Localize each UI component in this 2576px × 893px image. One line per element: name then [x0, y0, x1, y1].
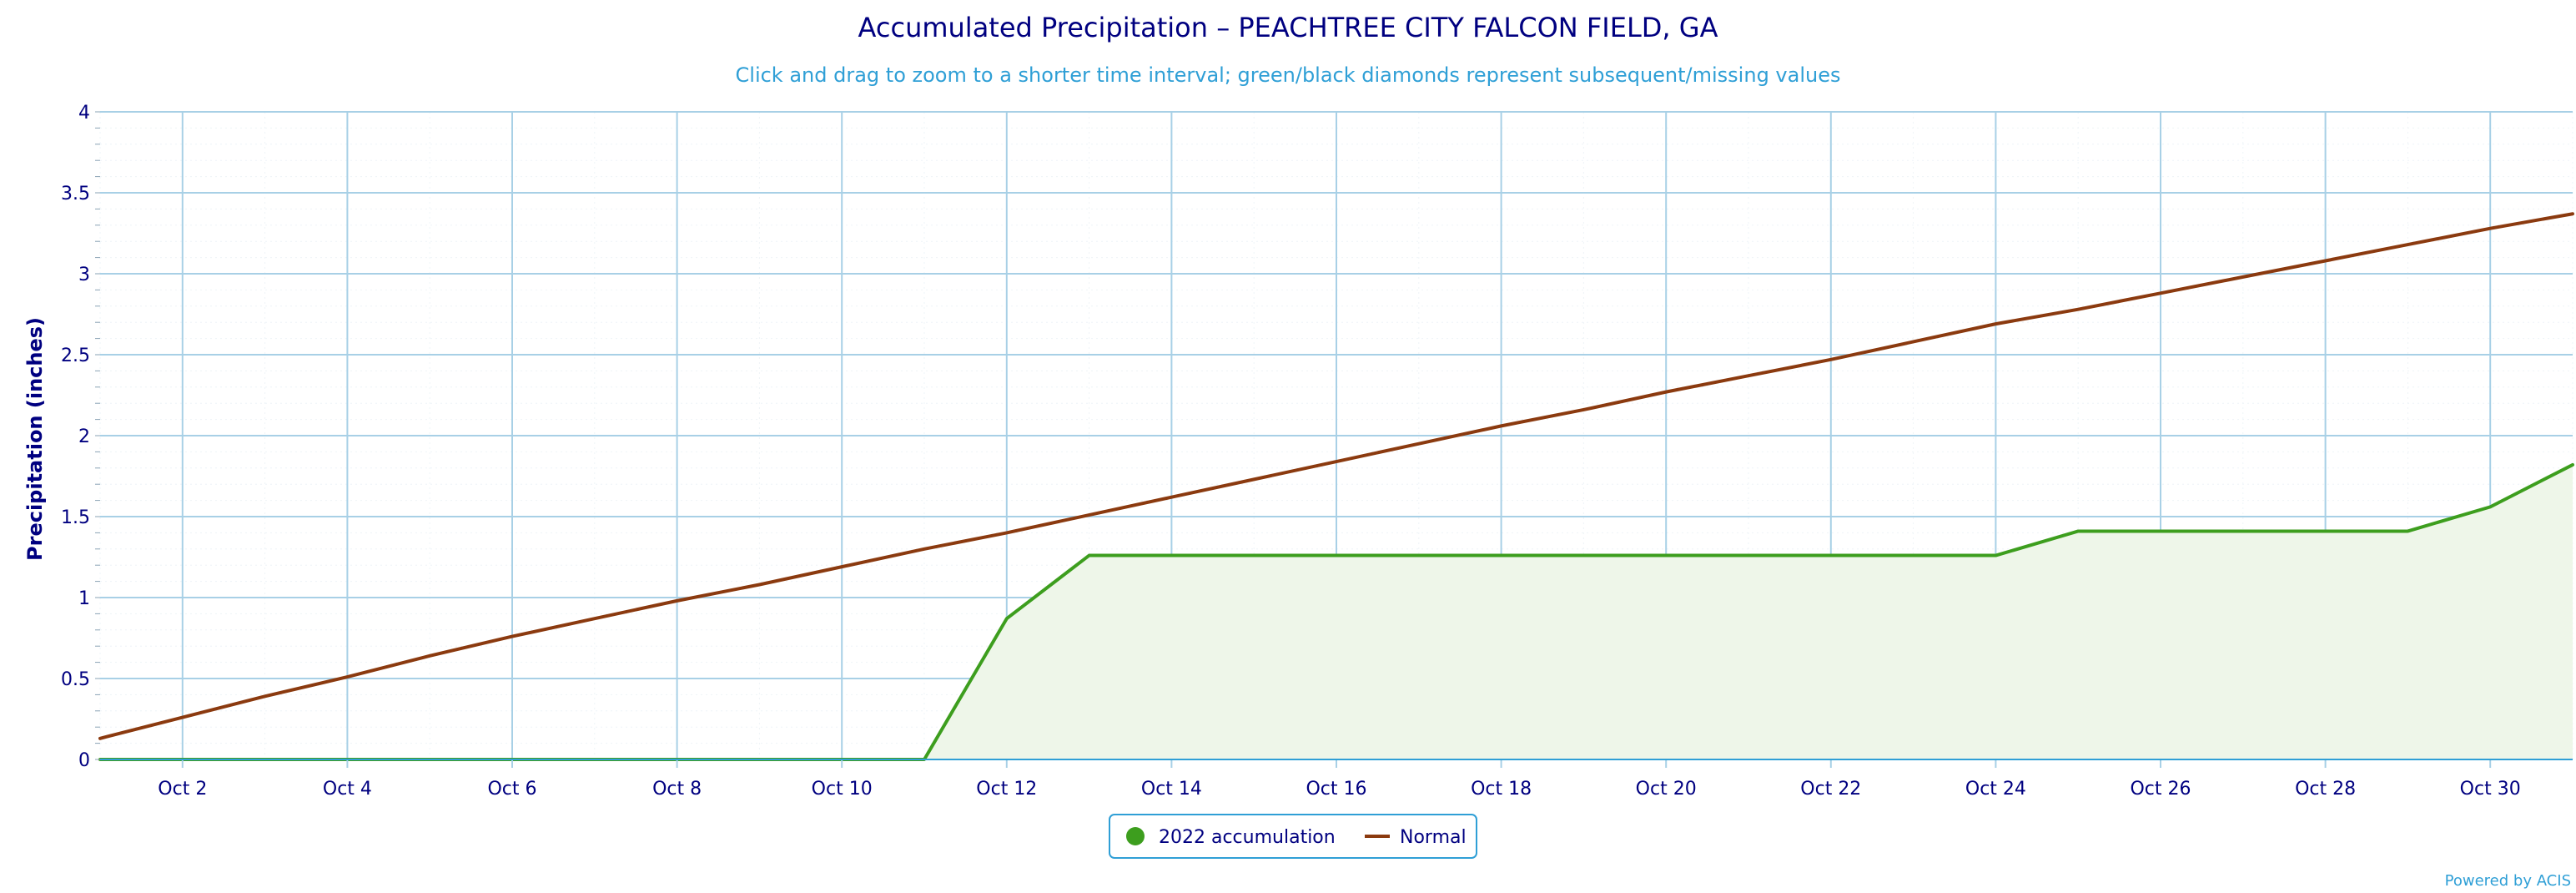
credit-text[interactable]: Powered by ACIS: [2445, 872, 2571, 890]
y-tick-label: 2: [78, 426, 90, 447]
y-tick-label: 1.5: [61, 507, 90, 528]
x-tick-label: Oct 20: [1636, 779, 1697, 800]
chart-title: Accumulated Precipitation – PEACHTREE CI…: [858, 12, 1718, 43]
y-tick-label: 3.5: [61, 184, 90, 204]
x-tick-label: Oct 18: [1471, 779, 1532, 800]
y-tick-label: 3: [78, 265, 90, 285]
y-tick-label: 0: [78, 750, 90, 771]
x-tick-label: Oct 6: [487, 779, 536, 800]
axes: 0 0.5 1 1.5 2 2.5 3 3.5 4 Oct 2 Oct 4 Oct 6 Oct 8 Oct…: [61, 103, 2573, 800]
y-axis-title: Precipitation (inches): [23, 317, 47, 561]
legend-item-2022-accumulation[interactable]: 2022 accumulation: [1126, 827, 1336, 848]
legend-item-normal[interactable]: Normal: [1365, 827, 1467, 848]
area-2022-accumulation: [100, 464, 2573, 759]
area-layer: [100, 464, 2573, 759]
x-tick-label: Oct 12: [976, 779, 1037, 800]
x-tick-label: Oct 4: [323, 779, 372, 800]
y-tick-label: 0.5: [61, 669, 90, 690]
x-tick-label: Oct 16: [1306, 779, 1366, 800]
legend-label-2022-accumulation: 2022 accumulation: [1159, 827, 1336, 848]
y-tick-label: 1: [78, 588, 90, 609]
y-tick-label: 2.5: [61, 346, 90, 366]
legend-label-normal: Normal: [1400, 827, 1467, 848]
x-tick-label: Oct 28: [2295, 779, 2356, 800]
y-tick-label: 4: [78, 103, 90, 124]
x-tick-label: Oct 22: [1800, 779, 1861, 800]
x-tick-label: Oct 14: [1141, 779, 1202, 800]
x-tick-label: Oct 2: [158, 779, 207, 800]
x-tick-label: Oct 8: [652, 779, 702, 800]
x-tick-label: Oct 24: [1965, 779, 2026, 800]
x-tick-label: Oct 30: [2460, 779, 2521, 800]
x-tick-label: Oct 10: [812, 779, 873, 800]
x-tick-label: Oct 26: [2130, 779, 2191, 800]
series-line-normal: [98, 212, 2574, 740]
chart-subtitle: Click and drag to zoom to a shorter time…: [736, 63, 1841, 87]
legend-box: [1109, 814, 1477, 859]
legend-marker-2022-accumulation: [1126, 827, 1145, 845]
legend: 2022 accumulation Normal: [1109, 814, 1477, 859]
